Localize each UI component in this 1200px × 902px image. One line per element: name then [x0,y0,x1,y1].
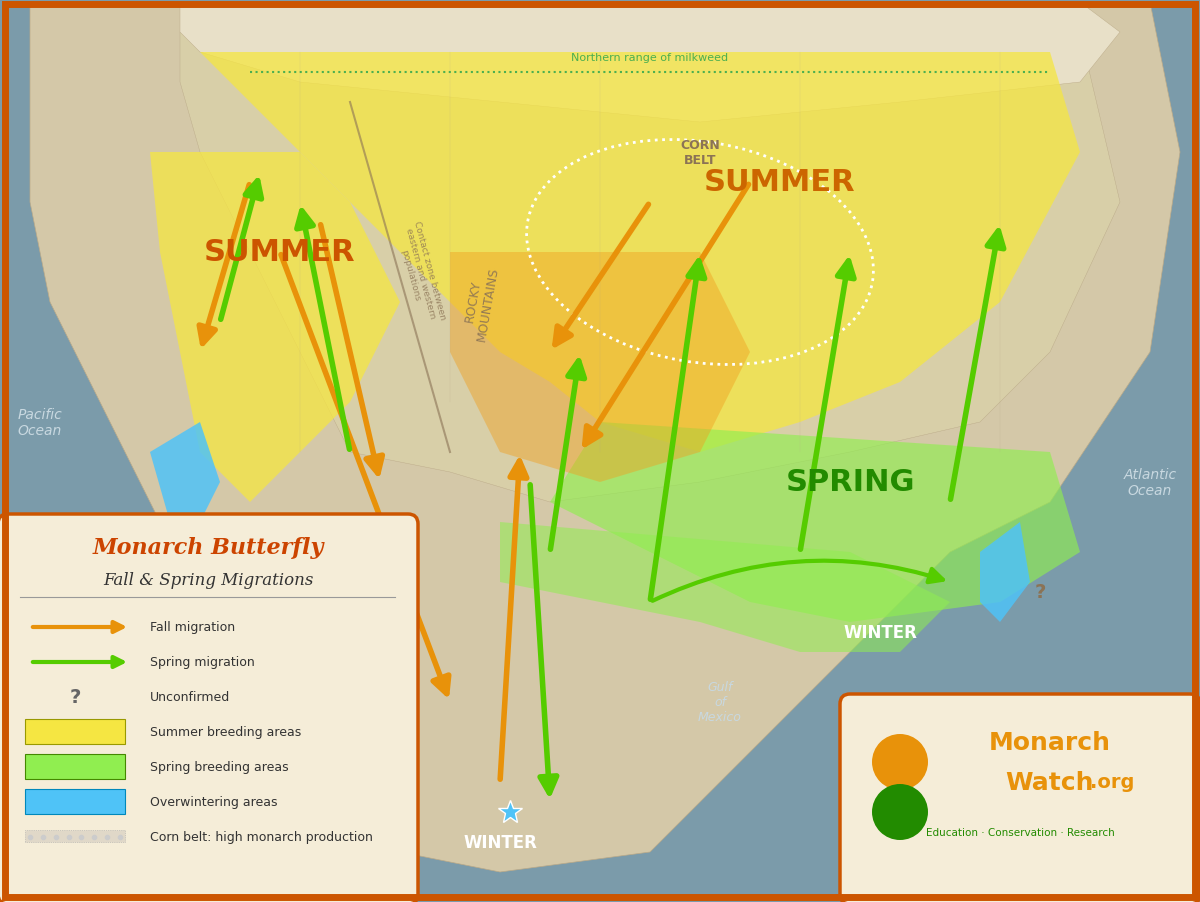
Text: SUMMER: SUMMER [204,238,356,267]
Text: ?: ? [70,687,80,706]
Text: Watch: Watch [1006,770,1094,794]
Polygon shape [150,152,400,502]
Text: Fall & Spring Migrations: Fall & Spring Migrations [103,572,313,589]
Text: ?: ? [374,593,385,612]
Bar [25,754,125,779]
Text: Spring breeding areas: Spring breeding areas [150,760,289,774]
Text: Education · Conservation · Research: Education · Conservation · Research [925,827,1115,837]
Text: WINTER: WINTER [94,513,167,531]
Text: Corn belt: high monarch production: Corn belt: high monarch production [150,831,373,843]
Text: Gulf
of
Mexico: Gulf of Mexico [698,681,742,723]
Text: ROCKY
MOUNTAINS: ROCKY MOUNTAINS [460,263,500,342]
Text: Fall migration: Fall migration [150,621,235,634]
Polygon shape [550,422,1080,622]
Circle shape [872,734,928,790]
Polygon shape [180,33,1120,502]
Text: Monarch Butterfly: Monarch Butterfly [92,537,324,558]
Bar [25,719,125,744]
Text: Pacific
Ocean: Pacific Ocean [18,408,62,437]
Text: WINTER: WINTER [463,833,536,851]
Text: Northern range of milkweed: Northern range of milkweed [571,53,728,63]
Text: Spring migration: Spring migration [150,656,254,668]
Text: SPRING: SPRING [785,468,914,497]
Text: Monarch: Monarch [989,731,1111,754]
Polygon shape [180,3,1120,123]
Polygon shape [500,522,950,652]
Bar [25,789,125,815]
Text: Atlantic
Ocean: Atlantic Ocean [1123,467,1176,498]
Text: .org: .org [1090,773,1134,792]
Polygon shape [450,253,750,483]
Text: CORN
BELT: CORN BELT [680,139,720,167]
Text: Overwintering areas: Overwintering areas [150,796,277,808]
Text: WINTER: WINTER [844,623,917,641]
Text: ?: ? [1034,583,1045,602]
FancyBboxPatch shape [0,514,418,902]
Text: SUMMER: SUMMER [704,169,856,198]
Circle shape [872,784,928,840]
Text: Unconfirmed: Unconfirmed [150,691,230,704]
Text: Contact zone between
eastern and western
populations: Contact zone between eastern and western… [392,220,448,326]
Bar [25,830,125,842]
Text: Summer breeding areas: Summer breeding areas [150,726,301,739]
Polygon shape [200,53,1080,453]
Polygon shape [150,422,220,522]
Polygon shape [30,3,1180,872]
Polygon shape [980,522,1030,622]
FancyBboxPatch shape [840,695,1200,902]
